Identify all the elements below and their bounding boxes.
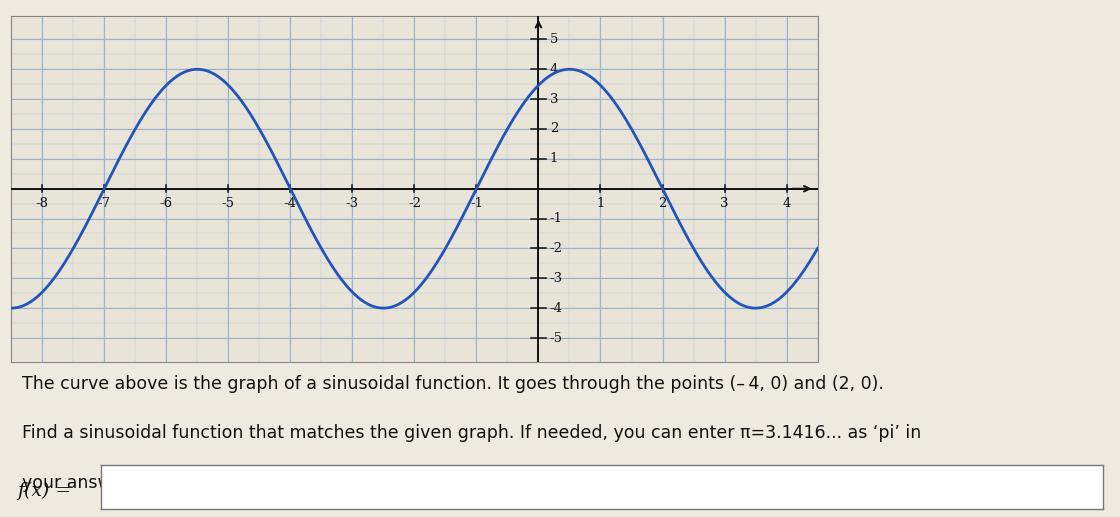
Text: 4: 4 — [550, 63, 558, 76]
Text: -1: -1 — [550, 212, 562, 225]
Text: f(x) =: f(x) = — [17, 482, 71, 500]
Text: -2: -2 — [550, 242, 562, 255]
Text: 1: 1 — [550, 153, 558, 165]
Text: -6: -6 — [160, 197, 172, 210]
Text: your answer, otherwise use at least 3 decimal digits.: your answer, otherwise use at least 3 de… — [22, 474, 484, 492]
Text: Find a sinusoidal function that matches the given graph. If needed, you can ente: Find a sinusoidal function that matches … — [22, 424, 922, 443]
Text: 3: 3 — [720, 197, 729, 210]
Text: -7: -7 — [97, 197, 111, 210]
Text: -2: -2 — [408, 197, 421, 210]
Text: -1: -1 — [470, 197, 483, 210]
Text: -5: -5 — [222, 197, 235, 210]
Text: 5: 5 — [550, 33, 558, 46]
Text: 1: 1 — [596, 197, 605, 210]
Text: -3: -3 — [550, 272, 562, 285]
Text: -5: -5 — [550, 331, 562, 344]
Text: 2: 2 — [659, 197, 666, 210]
Text: -3: -3 — [346, 197, 358, 210]
Text: 2: 2 — [550, 123, 558, 135]
Text: -4: -4 — [550, 301, 562, 315]
Text: The curve above is the graph of a sinusoidal function. It goes through the point: The curve above is the graph of a sinuso… — [22, 375, 884, 393]
Text: -8: -8 — [36, 197, 48, 210]
Text: -4: -4 — [283, 197, 297, 210]
Text: 3: 3 — [550, 93, 558, 105]
Text: 4: 4 — [783, 197, 791, 210]
